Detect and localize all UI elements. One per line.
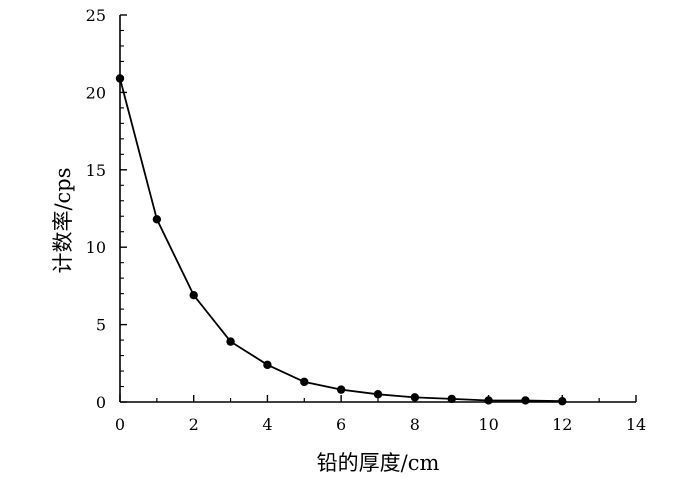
x-tick-label: 10 [478,415,498,434]
data-point [410,393,420,402]
data-point [521,396,530,405]
x-tick-label: 2 [189,415,199,434]
x-tick-label: 12 [552,415,572,434]
x-tick-label: 4 [262,415,272,434]
y-tick-label: 5 [96,316,106,335]
series-line [119,78,563,403]
data-point [152,215,162,224]
data-point [226,337,235,346]
x-tick-label: 6 [336,415,346,434]
y-tick-label: 20 [86,83,106,102]
ticks: 0 2 4 6 8 10 12 14 0 5 10 15 20 25 [86,6,647,434]
x-tick-label: 0 [115,415,125,434]
data-point [189,290,198,300]
y-tick-label: 15 [86,161,106,180]
data-point [484,396,493,405]
data-point [447,394,456,404]
data-point [336,385,346,394]
x-tick-label: 8 [410,415,420,434]
x-axis-title: 铅的厚度/cm [317,451,440,475]
data-point [263,360,272,370]
data-points [115,74,567,406]
data-point [373,390,383,399]
data-point [300,377,309,387]
y-tick-label: 10 [86,238,106,257]
series-polyline [119,78,563,403]
y-axis-title: 计数率/cps [51,167,75,273]
y-tick-label: 25 [86,6,106,25]
data-point [558,397,567,406]
data-point [115,74,125,83]
axes [119,15,636,403]
x-tick-label: 14 [626,415,646,434]
y-tick-label: 0 [96,393,106,412]
